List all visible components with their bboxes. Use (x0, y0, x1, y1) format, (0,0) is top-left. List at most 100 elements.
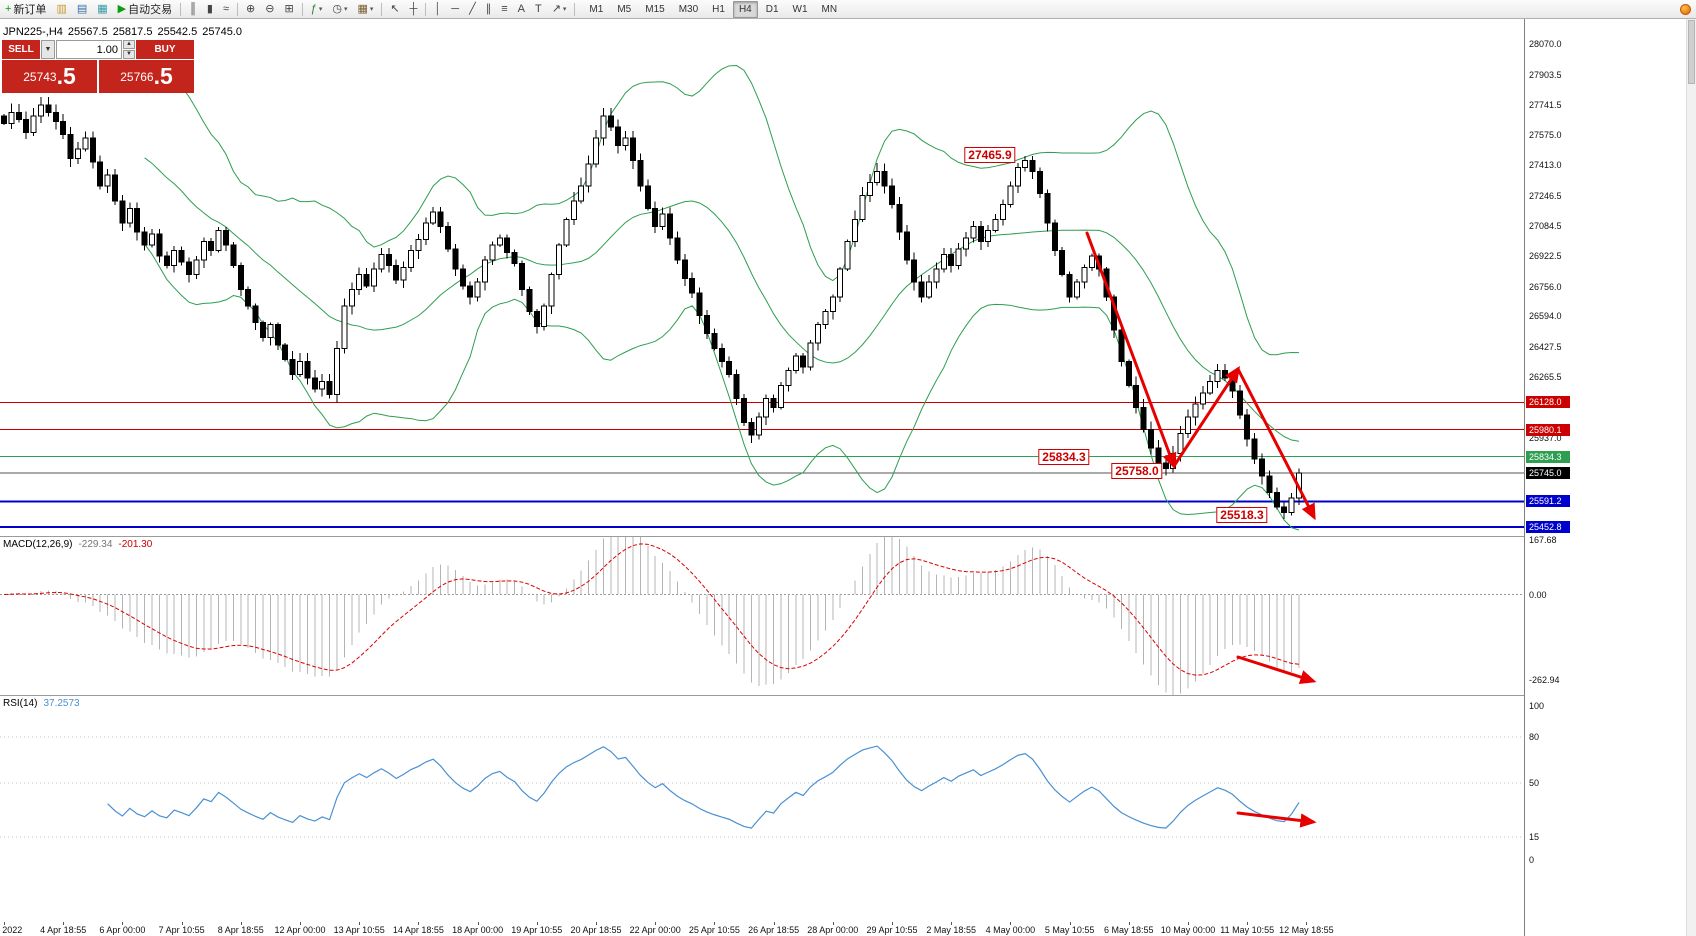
time-axis-label: 2 May 18:55 (926, 925, 976, 935)
line-chart-icon: ≈ (222, 3, 230, 15)
time-axis-tick (1069, 922, 1071, 925)
price-axis-label: 26265.5 (1529, 372, 1562, 383)
annotation-price-label[interactable]: 25758.0 (1111, 462, 1163, 479)
timeframe-button-m30[interactable]: M30 (678, 3, 699, 15)
rsi-axis-label: 50 (1529, 778, 1540, 788)
timeframe-button-d1[interactable]: D1 (765, 3, 779, 15)
one-click-trading-panel: SELL ▼ ▲ ▼ BUY 25743.5 25766.5 (2, 40, 194, 93)
annotation-price-label[interactable]: 25834.3 (1038, 448, 1090, 465)
sell-button[interactable]: SELL (2, 40, 40, 59)
timeframe-button-h4[interactable]: H4 (732, 0, 758, 18)
symbol-ohlc-header: JPN225-,H4 25567.5 25817.5 25542.5 25745.0 (3, 26, 247, 38)
indicators-button[interactable]: ƒ ▾ (307, 0, 327, 18)
zoom-in-button[interactable]: ⊕ (242, 0, 259, 18)
autotrading-button-label: 自动交易 (128, 4, 173, 16)
fibonacci-button[interactable]: ≡ (497, 0, 511, 18)
time-axis-tick (300, 922, 301, 925)
time-axis-label: 26 Apr 18:55 (748, 925, 800, 935)
autotrading-button[interactable]: ▶ 自动交易 (114, 0, 176, 18)
chevron-down-icon: ▾ (369, 6, 374, 13)
volume-decrease-button[interactable]: ▼ (123, 50, 135, 59)
tile-windows-button[interactable]: ⊞ (280, 0, 297, 18)
market-watch-button[interactable]: ▤ (73, 0, 91, 18)
zoom-out-button[interactable]: ⊖ (261, 0, 278, 18)
arrows-button[interactable]: ↗ ▾ (548, 0, 571, 18)
time-axis-tick (4, 922, 5, 925)
data-window-button[interactable]: ▦ (93, 0, 111, 18)
time-axis-tick (773, 922, 775, 925)
text-icon: A (517, 3, 525, 15)
vertical-line-button[interactable]: │ (430, 0, 445, 18)
horizontal-line-button[interactable]: ─ (447, 0, 463, 18)
time-axis-tick (655, 922, 657, 925)
rsi-axis-label: 0 (1529, 855, 1535, 865)
timeframe-button-w1[interactable]: W1 (792, 3, 808, 15)
timeframe-button-mn[interactable]: MN (821, 3, 838, 15)
cursor-icon: ↖ (390, 3, 400, 15)
panel-separator[interactable] (0, 695, 1696, 696)
sell-price-frac: .5 (56, 63, 76, 89)
ohlc-open: 25567.5 (67, 26, 108, 38)
macd-svg[interactable] (0, 536, 1524, 695)
time-axis-label: Apr 2022 (0, 925, 23, 935)
rsi-axis-label: 100 (1529, 701, 1545, 711)
bar-chart-button[interactable]: ║ (185, 0, 201, 18)
time-axis-tick (832, 922, 834, 925)
time-axis[interactable]: Apr 2022 4 Apr 18:55 6 Apr 00:00 7 Apr 10:5… (0, 922, 1524, 936)
equidistant-channel-button[interactable]: ∥ (482, 0, 496, 18)
vertical-scrollbar[interactable] (1686, 18, 1696, 936)
timeframe-button-m15[interactable]: M15 (645, 3, 665, 15)
market-watch-icon: ▤ (76, 3, 88, 15)
text-label-button[interactable]: T (531, 0, 546, 18)
toolbar-separator (237, 2, 239, 16)
new-order-button[interactable]: + 新订单 (1, 0, 50, 18)
candlestick-chart-button[interactable]: ▮ (203, 0, 217, 18)
price-axis-label: 27575.0 (1529, 130, 1562, 141)
autotrading-icon: ▶ (117, 3, 127, 15)
annotation-price-label[interactable]: 25518.3 (1216, 506, 1268, 523)
macd-panel[interactable]: MACD(12,26,9) -229.34 -201.30 (0, 536, 1524, 695)
tile-windows-icon: ⊞ (284, 3, 294, 15)
panel-separator[interactable] (0, 536, 1696, 537)
price-tag: 25452.8 (1526, 520, 1570, 533)
main-chart-panel[interactable]: JPN225-,H4 25567.5 25817.5 25542.5 25745.0 S… (0, 18, 1524, 536)
time-axis-tick (892, 922, 893, 925)
price-axis-label: 27084.5 (1529, 220, 1562, 231)
time-axis-label: 12 May 18:55 (1279, 925, 1334, 935)
toolbar-separator (574, 2, 576, 16)
periods-button[interactable]: ◷ ▾ (328, 0, 351, 18)
text-button[interactable]: A (514, 0, 529, 18)
rsi-svg[interactable] (0, 695, 1524, 922)
sell-price-button[interactable]: 25743.5 (2, 60, 97, 93)
timeframe-button-m5[interactable]: M5 (617, 3, 632, 15)
main-chart-svg[interactable] (0, 18, 1524, 536)
order-type-dropdown[interactable]: ▼ (41, 40, 55, 59)
time-axis-label: 22 Apr 00:00 (629, 925, 681, 935)
crosshair-button[interactable]: ┼ (406, 0, 422, 18)
time-axis-label: 14 Apr 18:55 (392, 925, 444, 935)
time-axis-label: 19 Apr 10:55 (511, 925, 563, 935)
timeframe-button-h1[interactable]: H1 (712, 3, 725, 15)
rsi-panel[interactable]: RSI(14) 37.2573 (0, 695, 1524, 922)
volume-increase-button[interactable]: ▲ (123, 40, 135, 49)
price-tag: 25591.2 (1526, 495, 1570, 508)
macd-axis-label: -262.94 (1529, 675, 1560, 686)
buy-button[interactable]: BUY (136, 40, 194, 59)
timeframe-button-m1[interactable]: M1 (589, 3, 604, 15)
chevron-down-icon: ▾ (343, 6, 348, 13)
profiles-button[interactable]: ▥ (52, 0, 70, 18)
line-chart-button[interactable]: ≈ (219, 0, 233, 18)
macd-label: MACD(12,26,9) (3, 539, 73, 550)
arrows-icon: ↗ (551, 3, 561, 15)
annotation-price-label[interactable]: 27465.9 (964, 147, 1016, 164)
price-axis[interactable]: 28070.0 27903.5 27741.5 27575.0 27413.0 27246… (1524, 18, 1686, 936)
buy-price-button[interactable]: 25766.5 (99, 60, 194, 93)
time-axis-label: 8 Apr 18:55 (217, 925, 264, 935)
timeframe-toolbar: M1 M5 M15 M30 H1 H4 D1 W1 MN (582, 0, 844, 18)
scrollbar-thumb[interactable] (1688, 20, 1695, 84)
cursor-button[interactable]: ↖ (386, 0, 403, 18)
price-axis-label: 27741.5 (1529, 99, 1562, 110)
volume-input[interactable] (56, 40, 122, 59)
templates-button[interactable]: ▦ ▾ (353, 0, 377, 18)
trendline-button[interactable]: ╱ (465, 0, 480, 18)
